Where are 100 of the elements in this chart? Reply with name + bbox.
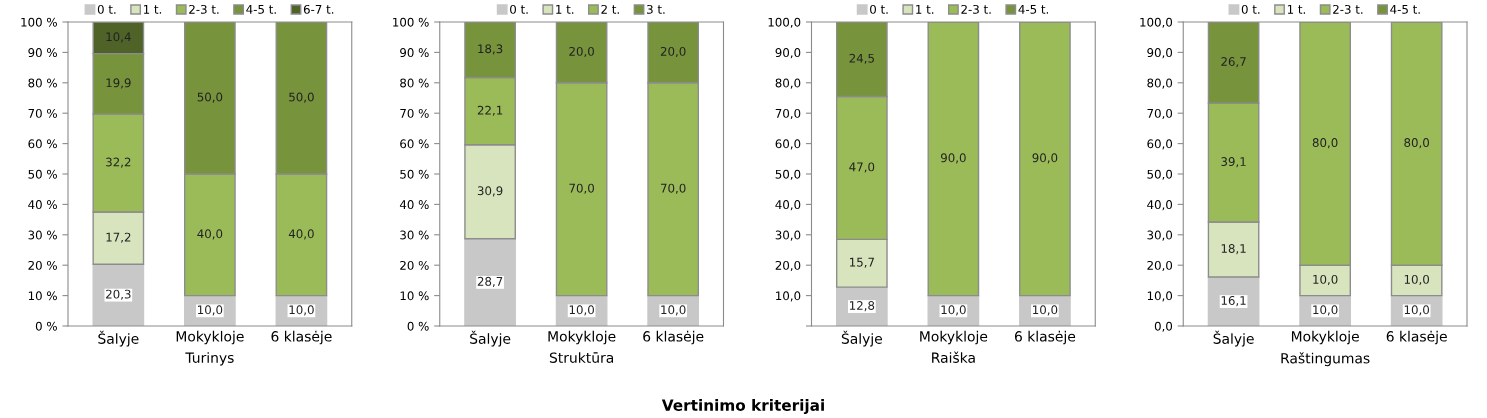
y-tick-label: 10 % [400,291,429,301]
data-label: 20,0 [660,46,686,58]
y-tick-label: 90,0 [1147,48,1173,59]
data-label: 15,7 [850,257,874,268]
data-label: 39,1 [1221,157,1246,168]
y-tick-label: 40,0 [1147,200,1173,211]
x-tick-label: Šalyje [841,330,883,347]
data-label: 70,0 [569,183,594,194]
x-tick-label: 6 klasėje [643,330,704,345]
y-tick-label: 0 % [35,321,57,331]
legend-label: 4-5 t. [1390,5,1420,14]
y-tick-label: 10 % [28,291,57,301]
data-label: 10,0 [198,305,223,316]
y-tick-label: 70,0 [775,108,801,120]
y-tick-label: 90 % [28,48,57,58]
y-tick-label: 90 % [400,48,429,58]
y-tick-label: 90,0 [775,48,801,59]
data-label: 30,9 [477,186,503,197]
y-tick-label: 60,0 [1147,139,1173,150]
y-tick-label: 10,0 [776,291,801,302]
y-tick-label: 100,0 [768,17,801,28]
x-tick-label: Mokykloje [176,330,244,345]
x-axis-title: Raštingumas [1281,352,1370,367]
data-label: 40,0 [288,229,314,240]
data-label: 70,0 [660,183,686,194]
data-label: 18,3 [478,44,503,55]
legend-label: 2 t. [601,4,619,14]
legend-label: 2-3 t. [189,4,219,14]
y-tick-label: 70 % [28,108,57,118]
data-label: 20,3 [106,289,131,300]
y-tick-label: 60 % [28,139,57,149]
x-tick-label: 6 klasėje [1386,330,1447,345]
legend-label: 2-3 t. [1333,4,1363,14]
data-label: 10,0 [1404,305,1430,316]
text: Vertinimo kriterijai [661,399,824,414]
data-label: 28,7 [477,276,503,288]
data-label: 80,0 [1312,138,1338,149]
y-tick-label: 80,0 [1147,78,1173,89]
legend-label: 1 t. [556,5,574,14]
y-tick-label: 50 % [400,169,429,179]
x-tick-label: Mokykloje [1291,330,1359,345]
data-label: 10,0 [661,305,686,316]
x-axis-title: Turinys [185,352,234,366]
y-tick-label: 20,0 [1147,260,1173,272]
data-label: 17,2 [106,232,131,243]
x-tick-label: 6 klasėje [271,330,332,345]
data-label: 10,0 [1313,274,1338,286]
y-tick-label: 0 % [407,321,429,331]
y-tick-label: 80 % [28,78,57,88]
data-label: 10,0 [569,305,594,316]
data-label: 80,0 [1404,138,1430,149]
y-tick-label: 100,0 [1140,17,1173,28]
data-label: 24,5 [849,53,874,64]
legend-label: 6-7 t. [303,4,334,14]
x-axis-title: Struktūra [549,352,614,363]
data-label: 10,0 [289,305,314,316]
y-tick-label: 60,0 [775,139,801,150]
legend-label: 0 t. [1241,4,1260,14]
y-tick-label: 20,0 [775,260,801,272]
y-tick-label: 40 % [28,200,57,210]
data-label: 12,8 [850,301,875,312]
data-label: 47,0 [849,162,875,173]
x-tick-label: Šalyje [98,330,139,347]
data-label: 22,1 [477,105,503,116]
y-tick-label: 50,0 [775,169,801,180]
y-tick-label: 0,0 [1154,321,1173,332]
y-tick-label: 40,0 [775,200,801,211]
y-tick-label: 80,0 [775,78,801,89]
y-tick-label: 100 % [393,17,429,27]
y-tick-label: 30 % [400,230,429,240]
bar [464,238,516,326]
x-axis-title: Raiška [932,351,975,363]
data-label: 19,9 [106,78,131,89]
y-tick-label: 60 % [400,139,429,149]
x-tick-label: Šalyje [470,330,511,347]
y-tick-label: 20 % [400,260,429,270]
data-label: 18,1 [1221,244,1246,255]
data-label: 32,2 [106,157,131,168]
y-tick-label: 20 % [28,260,57,270]
x-tick-label: 6 klasėje [1014,330,1076,345]
legend-label: 1 t. [1287,5,1305,14]
y-tick-label: 50,0 [1147,169,1173,180]
data-label: 10,0 [941,305,966,316]
data-label: 10,0 [1033,305,1058,316]
legend-label: 4-5 t. [1018,5,1049,14]
legend-label: 1 t. [916,5,934,14]
y-tick-label: 10,0 [1147,291,1173,302]
data-label: 50,0 [197,92,223,103]
data-label: 10,0 [1313,305,1338,316]
legend-label: 4-5 t. [246,5,276,14]
legend-label: 0 t. [510,4,528,14]
x-tick-label: Šalyje [1213,330,1254,347]
x-tick-label: Mokykloje [548,330,616,345]
data-label: 50,0 [289,92,314,103]
y-tick-label: 30,0 [775,230,801,241]
y-tick-label: 50 % [28,169,57,179]
y-tick-label: 70 % [400,108,429,118]
x-tick-label: Mokykloje [920,330,988,345]
data-label: 90,0 [1032,153,1058,164]
y-tick-label: 80 % [400,78,429,88]
